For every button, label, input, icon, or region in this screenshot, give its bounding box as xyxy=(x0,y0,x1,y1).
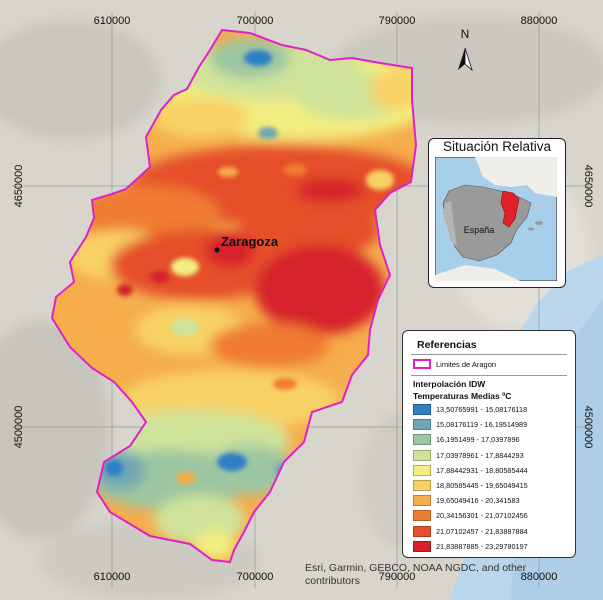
inset-aragon xyxy=(500,190,520,228)
legend-class-swatch xyxy=(413,510,431,522)
legend-class-swatch xyxy=(413,419,431,431)
legend-class-item: 15,08176119 - 16,19514989 xyxy=(413,417,528,432)
tick-top-610000: 610000 xyxy=(94,15,131,27)
legend-class-item: 19,65049416 - 20,341583 xyxy=(413,493,528,508)
attribution-text: Esri, Garmin, GEBCO, NOAA NGDC, and othe… xyxy=(305,562,527,587)
zaragoza-point xyxy=(214,247,220,253)
inset-map: España xyxy=(435,157,557,281)
inset-map-panel: Situación Relativa España xyxy=(428,138,566,288)
legend-class-item: 16,1951499 - 17,0397896 xyxy=(413,432,528,447)
legend-class-swatch xyxy=(413,525,431,537)
legend-method: Interpolación IDW xyxy=(413,379,486,389)
legend-class-swatch xyxy=(413,464,431,476)
legend-class-swatch xyxy=(413,404,431,416)
inset-country-label: España xyxy=(464,225,495,235)
tick-left-4650000: 4650000 xyxy=(13,165,25,208)
city-label-zaragoza: Zaragoza xyxy=(221,234,279,249)
legend-class-label: 17,03978961 - 17,8844293 xyxy=(436,450,524,460)
legend-class-label: 19,65049416 - 20,341583 xyxy=(436,496,520,506)
legend-panel: Referencias Limites de Aragon Interpolac… xyxy=(402,330,576,558)
legend-classes: 13,50765991 - 15,08176118 15,08176119 - 1… xyxy=(413,402,528,554)
tick-bottom-700000: 700000 xyxy=(237,571,274,583)
inset-title: Situación Relativa xyxy=(442,139,552,154)
legend-class-swatch xyxy=(413,480,431,492)
legend-class-item: 13,50765991 - 15,08176118 xyxy=(413,402,528,417)
tick-top-790000: 790000 xyxy=(379,15,416,27)
tick-right-4650000: 4650000 xyxy=(582,165,594,208)
tick-top-700000: 700000 xyxy=(237,15,274,27)
legend-class-label: 21,83887885 - 23,29780197 xyxy=(436,541,528,551)
tick-bottom-790000: 790000 xyxy=(379,571,416,583)
legend-class-item: 20,34156301 - 21,07102456 xyxy=(413,508,528,523)
legend-class-label: 18,80585445 - 19,65049415 xyxy=(436,481,528,491)
legend-variable: Temperaturas Medias ºC xyxy=(413,391,512,401)
legend-class-item: 17,88442931 - 18,80585444 xyxy=(413,463,528,478)
legend-class-label: 20,34156301 - 21,07102456 xyxy=(436,511,528,521)
legend-divider xyxy=(411,354,567,355)
legend-class-swatch xyxy=(413,540,431,552)
legend-class-label: 13,50765991 - 15,08176118 xyxy=(436,405,528,415)
legend-class-label: 21,07102457 - 21,83887884 xyxy=(436,526,528,536)
legend-boundary-label: Limites de Aragon xyxy=(436,359,497,369)
tick-top-880000: 880000 xyxy=(521,15,558,27)
aragon-boundary xyxy=(50,28,418,564)
legend-class-item: 18,80585445 - 19,65049415 xyxy=(413,478,528,493)
tick-bottom-610000: 610000 xyxy=(94,571,131,583)
legend-divider xyxy=(411,375,567,376)
legend-title: Referencias xyxy=(417,339,477,351)
north-label: N xyxy=(461,27,470,41)
legend-class-swatch xyxy=(413,495,431,507)
tick-left-4500000: 4500000 xyxy=(13,406,25,449)
legend-boundary-entry: Limites de Aragon xyxy=(413,359,496,369)
legend-class-label: 16,1951499 - 17,0397896 xyxy=(436,435,520,445)
tick-right-4500000: 4500000 xyxy=(582,406,594,449)
tick-bottom-880000: 880000 xyxy=(521,571,558,583)
legend-class-item: 21,83887885 - 23,29780197 xyxy=(413,539,528,554)
legend-class-swatch xyxy=(413,449,431,461)
legend-class-label: 15,08176119 - 16,19514989 xyxy=(436,420,528,430)
north-arrow-icon: N xyxy=(458,27,473,72)
legend-class-item: 21,07102457 - 21,83887884 xyxy=(413,524,528,539)
legend-boundary-swatch xyxy=(413,359,431,369)
legend-class-swatch xyxy=(413,434,431,446)
legend-class-label: 17,88442931 - 18,80585444 xyxy=(436,465,528,475)
legend-class-item: 17,03978961 - 17,8844293 xyxy=(413,448,528,463)
